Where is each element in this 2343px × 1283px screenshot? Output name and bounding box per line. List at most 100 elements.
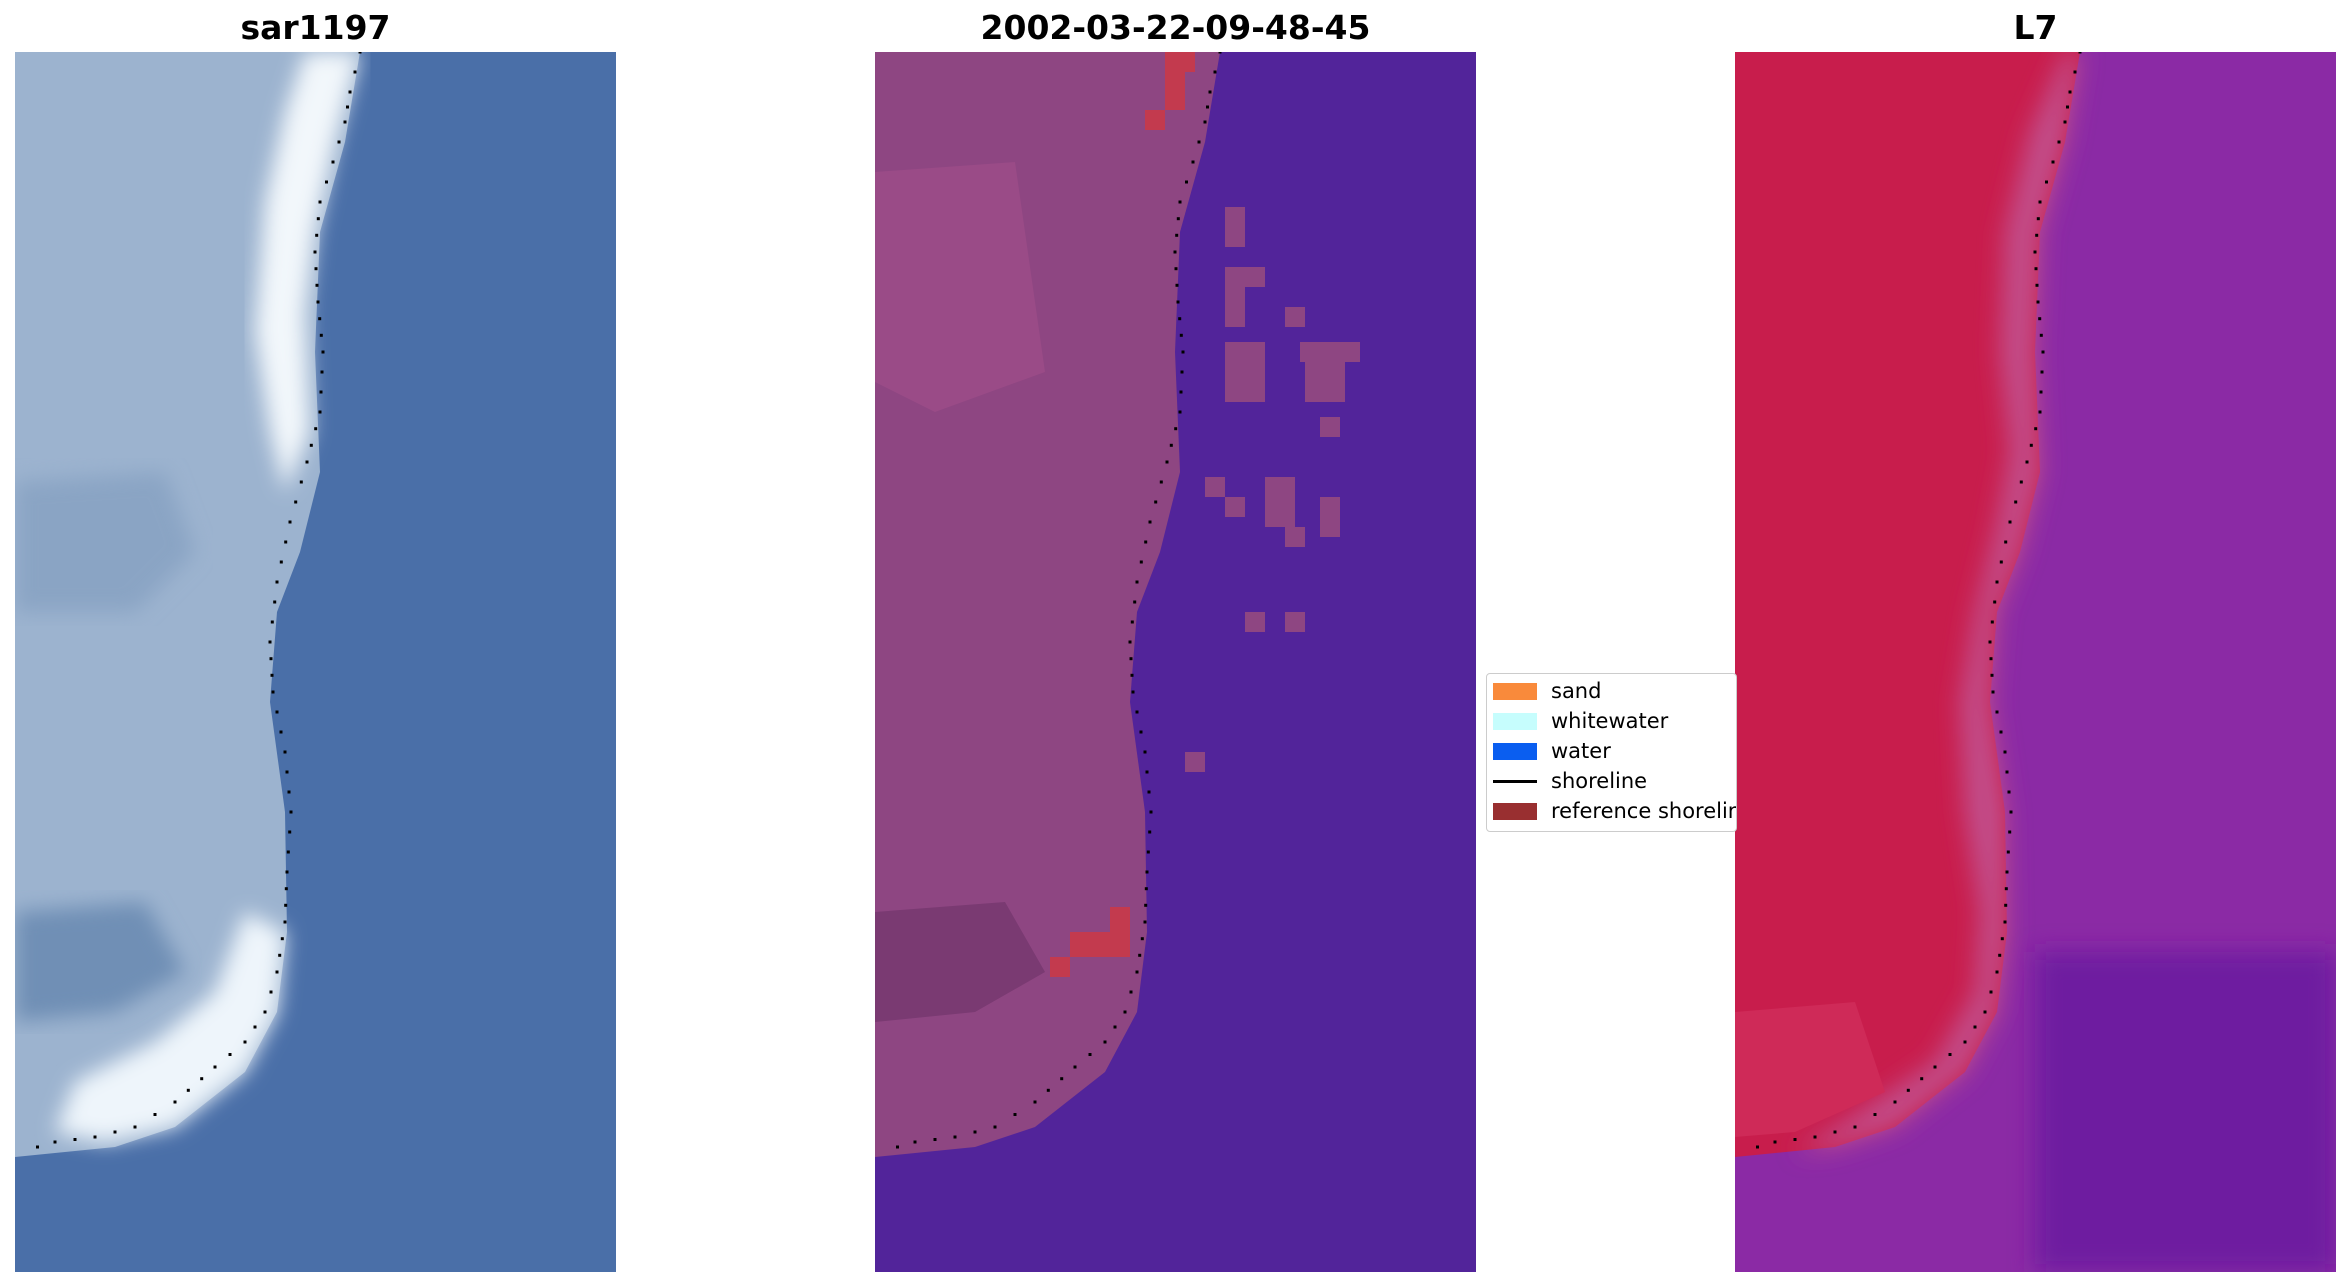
shoreline-point [1113,1025,1117,1029]
shoreline-point [1756,1145,1759,1149]
shoreline-point [314,427,318,431]
shoreline-point [1060,1077,1064,1081]
shoreline-point [283,750,287,754]
panel-title-rgb: sar1197 [240,8,391,47]
shoreline-point [285,870,289,874]
shoreline-point [1129,657,1133,661]
shoreline-point [2038,410,2042,414]
shoreline-point [318,410,322,414]
shoreline-point [1143,920,1147,924]
reference-shoreline-swatch-icon [1493,803,1537,820]
shoreline-point [1179,333,1183,337]
shoreline-point [294,500,298,504]
shoreline-point [2038,200,2042,204]
water-swatch-icon [1493,743,1537,760]
shoreline-point [2006,850,2010,854]
shoreline-point [1135,970,1139,974]
rgb-satellite-image [15,52,616,1272]
shoreline-point [1873,1113,1877,1116]
shoreline-point [1147,790,1151,794]
shoreline-point [73,1138,77,1141]
shoreline-point [1149,810,1153,814]
shoreline-point [283,920,287,924]
shoreline-point [279,560,283,564]
shoreline-point [315,283,319,287]
shoreline-point [275,970,279,974]
shoreline-point [200,1077,204,1081]
shoreline-point [1130,673,1134,677]
shoreline-point [1197,140,1201,144]
shoreline-point [2039,390,2043,394]
shoreline-point [2000,937,2004,941]
shoreline-point [1143,750,1147,754]
shoreline-point [2009,810,2013,814]
shoreline-point [1179,390,1183,394]
shoreline-point [284,887,288,891]
shoreline-point [1144,903,1148,907]
shoreline-point [1128,640,1132,644]
shoreline-point [2039,333,2043,337]
shoreline-point [346,105,349,109]
shoreline-point [1176,217,1180,221]
shoreline-point [318,200,322,204]
shoreline-point [2040,370,2044,374]
panel-title-classified: 2002-03-22-09-48-45 [980,8,1371,47]
shoreline-point [284,540,288,544]
shoreline-point [1989,657,1993,661]
shoreline-point [2008,830,2012,834]
shoreline-point [2003,750,2007,754]
shoreline-point [1013,1113,1017,1116]
shoreline-point [275,710,279,714]
shoreline-point [1135,710,1139,714]
shoreline-point [1963,1040,1967,1044]
shoreline-point [913,1140,917,1144]
shoreline-point [933,1138,937,1141]
shoreline-point [1139,560,1143,564]
shoreline-point [953,1135,957,1139]
shoreline-point [2066,105,2069,109]
shoreline-point [213,1065,217,1069]
classified-image [875,52,1476,1272]
shoreline-point [288,830,292,834]
shoreline-point [1073,1065,1077,1069]
shoreline-point [270,620,274,624]
shoreline-point [1173,250,1177,254]
shoreline-point [263,1010,267,1014]
shoreline-point [186,1088,190,1092]
shoreline-point [343,120,347,124]
shoreline-point [2035,233,2039,237]
shoreline-point [1185,180,1188,184]
shoreline-point [2051,160,2055,164]
shoreline-point [2025,460,2029,464]
shoreline-point [1999,560,2003,564]
shoreline-point [2003,920,2007,924]
shoreline-point [1948,1053,1952,1056]
shoreline-point [318,317,322,321]
legend: sand whitewater water shoreline referenc… [1486,673,1737,832]
shoreline-point [253,1025,257,1029]
shoreline-point [273,600,277,604]
legend-label: water [1551,739,1611,763]
legend-item-whitewater: whitewater [1487,706,1736,736]
shoreline-point [353,70,357,74]
shoreline-point [285,770,289,774]
shoreline-point [1920,1077,1924,1081]
shoreline-point [2045,180,2048,184]
shoreline-point [1178,317,1182,321]
shoreline-point [319,333,323,337]
shoreline-point [113,1130,117,1134]
shoreline-point [2041,350,2045,354]
shoreline-point [305,460,309,464]
shoreline-point [1176,300,1180,304]
shoreline-point [313,250,317,254]
shoreline-point [289,810,293,814]
shoreline-point [2063,120,2067,124]
shoreline-point [243,1040,247,1044]
shoreline-point [896,1145,899,1149]
panel-title-ndwi: L7 [2013,8,2058,47]
shoreline-point [2033,250,2037,254]
shoreline-point [2004,903,2008,907]
shoreline-point [288,520,292,524]
shoreline-point [337,140,341,144]
whitewater-swatch-icon [1493,713,1537,730]
